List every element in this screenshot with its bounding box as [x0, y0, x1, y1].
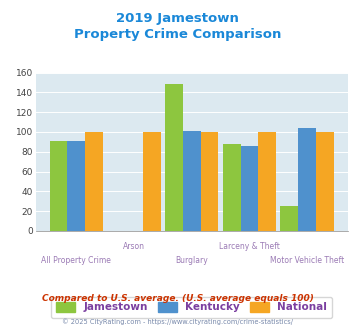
Text: © 2025 CityRating.com - https://www.cityrating.com/crime-statistics/: © 2025 CityRating.com - https://www.city…: [62, 318, 293, 325]
Text: Arson: Arson: [123, 242, 145, 251]
Bar: [67, 141, 85, 231]
Text: Motor Vehicle Theft: Motor Vehicle Theft: [270, 256, 344, 265]
Bar: [85, 132, 103, 231]
Bar: [240, 146, 258, 231]
Bar: [50, 141, 67, 231]
Bar: [223, 144, 240, 231]
Bar: [298, 128, 316, 231]
Legend: Jamestown, Kentucky, National: Jamestown, Kentucky, National: [51, 297, 332, 318]
Text: All Property Crime: All Property Crime: [42, 256, 111, 265]
Bar: [165, 84, 183, 231]
Bar: [183, 131, 201, 231]
Bar: [280, 206, 298, 231]
Bar: [316, 132, 334, 231]
Text: 2019 Jamestown: 2019 Jamestown: [116, 12, 239, 24]
Text: Burglary: Burglary: [175, 256, 208, 265]
Bar: [258, 132, 276, 231]
Text: Compared to U.S. average. (U.S. average equals 100): Compared to U.S. average. (U.S. average …: [42, 294, 313, 303]
Bar: [201, 132, 218, 231]
Bar: [143, 132, 160, 231]
Text: Larceny & Theft: Larceny & Theft: [219, 242, 280, 251]
Text: Property Crime Comparison: Property Crime Comparison: [74, 28, 281, 41]
